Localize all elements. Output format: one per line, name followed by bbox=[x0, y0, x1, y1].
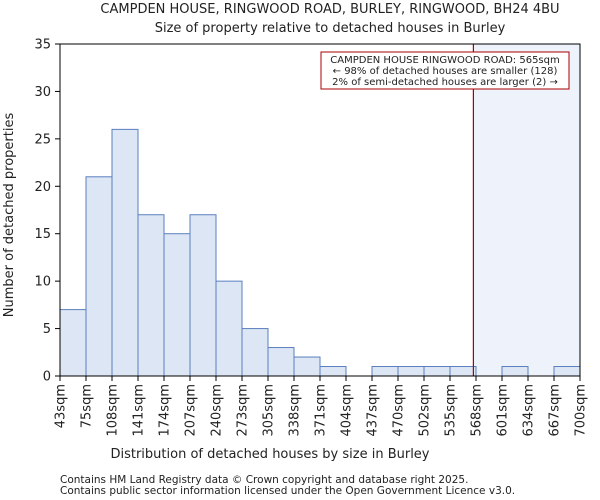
bar-667sqm bbox=[553, 366, 581, 377]
bar-108sqm bbox=[111, 128, 139, 377]
x-tick-label: 404sqm bbox=[340, 384, 355, 437]
y-tick-label: 5 bbox=[43, 322, 51, 337]
annotation-line-3: 2% of semi-detached houses are larger (2… bbox=[332, 77, 558, 88]
bar-502sqm bbox=[423, 366, 451, 377]
bar-437sqm bbox=[371, 366, 399, 377]
y-tick-label: 0 bbox=[43, 370, 51, 385]
x-tick-label: 207sqm bbox=[184, 384, 199, 437]
bar-141sqm bbox=[137, 214, 165, 377]
larger-region-shade bbox=[473, 44, 580, 376]
chart-title: CAMPDEN HOUSE, RINGWOOD ROAD, BURLEY, RI… bbox=[100, 2, 559, 17]
bar-305sqm bbox=[267, 347, 295, 377]
x-tick-label: 601sqm bbox=[496, 384, 511, 437]
bar-371sqm bbox=[319, 366, 347, 377]
y-axis-label: Number of detached properties bbox=[2, 113, 17, 318]
y-tick-label: 30 bbox=[34, 85, 51, 100]
x-tick-label: 174sqm bbox=[158, 384, 173, 437]
x-tick-label: 437sqm bbox=[366, 384, 381, 437]
bar-174sqm bbox=[163, 233, 191, 377]
x-axis-label: Distribution of detached houses by size … bbox=[110, 447, 429, 462]
bar-43sqm bbox=[59, 309, 87, 377]
bar-75sqm bbox=[85, 176, 113, 377]
x-tick-label: 568sqm bbox=[470, 384, 485, 437]
y-tick-label: 20 bbox=[34, 180, 51, 195]
footer-line-2: Contains public sector information licen… bbox=[60, 485, 515, 497]
x-tick-label: 43sqm bbox=[54, 384, 69, 428]
bar-207sqm bbox=[189, 214, 217, 377]
y-tick-label: 35 bbox=[34, 38, 51, 53]
annotation-line-1: CAMPDEN HOUSE RINGWOOD ROAD: 565sqm bbox=[330, 55, 559, 66]
x-tick-label: 338sqm bbox=[288, 384, 303, 437]
x-tick-label: 502sqm bbox=[418, 384, 433, 437]
x-tick-label: 273sqm bbox=[236, 384, 251, 437]
annotation-frame bbox=[320, 51, 570, 90]
x-tick-label: 305sqm bbox=[262, 384, 277, 437]
x-tick-label: 108sqm bbox=[106, 384, 121, 437]
y-tick-label: 10 bbox=[34, 275, 51, 290]
y-tick-label: 15 bbox=[34, 227, 51, 242]
x-tick-label: 634sqm bbox=[522, 384, 537, 437]
x-tick-label: 667sqm bbox=[548, 384, 563, 437]
bar-240sqm bbox=[215, 280, 243, 377]
x-tick-label: 470sqm bbox=[392, 384, 407, 437]
x-tick-label: 240sqm bbox=[210, 384, 225, 437]
bar-535sqm bbox=[449, 366, 477, 377]
footer-line-1: Contains HM Land Registry data © Crown c… bbox=[60, 474, 468, 486]
annotation-box: CAMPDEN HOUSE RINGWOOD ROAD: 565sqm ← 98… bbox=[320, 51, 570, 90]
bar-338sqm bbox=[293, 356, 321, 377]
annotation-line-2: ← 98% of detached houses are smaller (12… bbox=[333, 66, 558, 77]
y-tick-label: 25 bbox=[34, 132, 51, 147]
x-tick-label: 535sqm bbox=[444, 384, 459, 437]
bar-470sqm bbox=[397, 366, 425, 377]
x-tick-label: 371sqm bbox=[314, 384, 329, 437]
bar-601sqm bbox=[501, 366, 529, 377]
x-tick-label: 700sqm bbox=[574, 384, 589, 437]
x-tick-label: 75sqm bbox=[80, 384, 95, 428]
bar-273sqm bbox=[241, 328, 269, 377]
x-tick-label: 141sqm bbox=[132, 384, 147, 437]
chart-subtitle: Size of property relative to detached ho… bbox=[155, 21, 506, 36]
